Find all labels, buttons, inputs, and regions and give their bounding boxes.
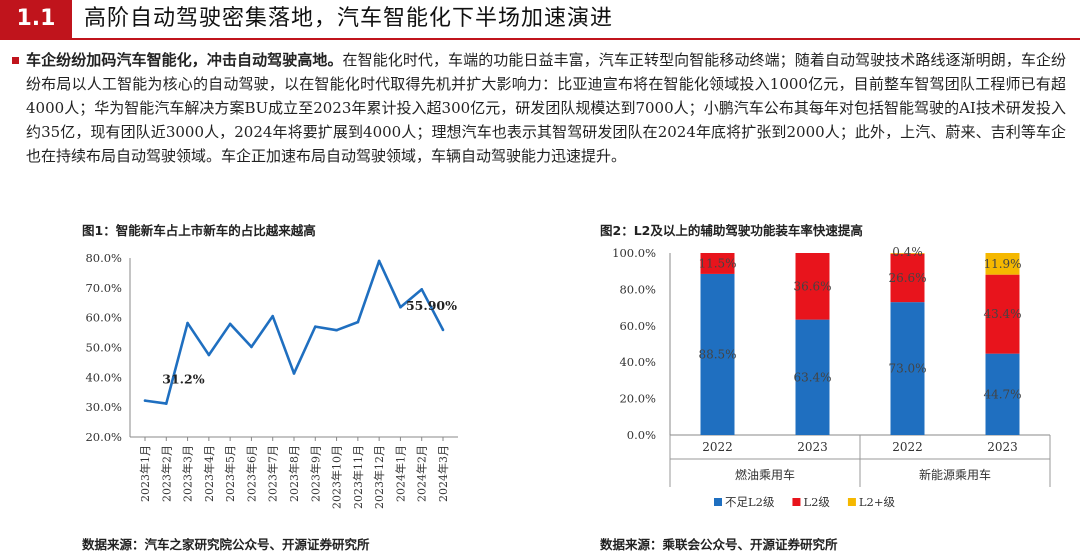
bar-segment [985,274,1020,354]
data-label: 43.4% [983,307,1021,321]
x-tick-label: 2023年9月 [308,445,322,502]
bar-segment [985,253,1020,275]
y-tick-label: 50.0% [85,341,122,355]
data-label: 55.90% [406,298,457,313]
bar-segment [890,302,925,435]
y-tick-label: 40.0% [619,355,656,369]
legend-label: L2级 [803,495,830,509]
y-tick-label: 20.0% [619,392,656,406]
data-point [228,322,232,326]
bar-segment [795,253,830,320]
data-label: 88.5% [698,347,736,361]
data-point [292,372,296,375]
x-tick-label: 2023年5月 [223,445,237,502]
data-label: 26.6% [888,271,926,285]
data-label: 63.4% [793,370,831,384]
x-tick-label: 2024年2月 [415,445,429,502]
x-tick-label: 2023年12月 [372,445,386,509]
data-point [356,320,360,324]
section-header: 1.1 高阶自动驾驶密集落地，汽车智能化下半场加速演进 [0,0,1080,40]
data-point [250,345,253,349]
data-point [164,402,168,405]
figure1-title: 图1：智能新车占上市新车的占比越来越高 [82,223,316,238]
data-point [335,328,338,332]
legend-swatch [792,498,801,506]
x-tick-label: 2023年6月 [244,445,258,502]
x-tick-label: 2023年4月 [202,445,216,502]
data-point [377,259,381,263]
legend-swatch [847,498,856,506]
y-tick-label: 60.0% [619,319,656,333]
y-tick-label: 0.0% [627,428,656,442]
y-tick-label: 80.0% [619,282,656,296]
figure1-source: 数据来源：汽车之家研究院公众号、开源证券研究所 [82,537,370,552]
data-label: 36.6% [793,279,831,293]
paragraph-body: 在智能化时代，车端的功能日益丰富，汽车正转型向智能移动终端；随着自动驾驶技术路线… [26,51,1066,165]
bar-segment [890,253,925,303]
data-label: 73.0% [888,362,926,376]
y-tick-label: 60.0% [85,311,122,325]
data-label: 31.2% [162,372,204,387]
header-divider [0,38,1080,40]
section-number: 1.1 [0,0,72,38]
data-point [313,325,317,328]
legend-label: L2+级 [859,495,896,509]
x-tick-label: 2022 [702,440,733,454]
bar-segment [985,353,1020,435]
data-label: 0.4% [892,245,923,259]
data-point [207,353,211,357]
data-point [271,314,275,318]
x-tick-label: 2024年1月 [393,445,407,502]
data-point [399,305,402,309]
legend-swatch [714,498,722,506]
bar-segment [700,273,735,435]
legend-label: 不足L2级 [725,495,775,509]
x-tick-label: 2023年3月 [181,445,195,502]
y-tick-label: 70.0% [85,281,122,295]
y-tick-label: 20.0% [85,430,122,444]
x-tick-label: 2023年11月 [351,445,365,509]
y-tick-label: 30.0% [85,400,122,414]
x-tick-label: 2023 [797,440,828,454]
bar-segment [795,319,830,435]
data-point [420,288,424,291]
figure2-title: 图2：L2及以上的辅助驾驶功能装车率快速提高 [600,223,863,238]
x-tick-label: 2023年2月 [159,445,173,502]
paragraph-lead: 车企纷纷加码汽车智能化，冲击自动驾驶高地。 [26,51,343,69]
section-title: 高阶自动驾驶密集落地，汽车智能化下半场加速演进 [84,6,614,31]
x-tick-label: 2024年3月 [436,445,450,502]
y-tick-label: 80.0% [85,251,122,265]
data-label: 11.9% [983,257,1021,271]
body-paragraph: 车企纷纷加码汽车智能化，冲击自动驾驶高地。在智能化时代，车端的功能日益丰富，汽车… [26,48,1066,168]
data-label: 11.5% [698,256,736,270]
line-chart: 20.0% 30.0% 40.0% 50.0% 60.0% 70.0% 80.0% 2023年… [85,251,458,509]
x-tick-label: 2023年10月 [330,445,344,509]
bar-segment [700,253,735,274]
y-tick-label: 100.0% [612,246,656,260]
x-tick-label: 2023 [987,440,1018,454]
y-tick-label: 40.0% [85,370,122,384]
x-tick-label: 2023年8月 [287,445,301,502]
x-tick-label: 2023年7月 [266,445,280,502]
bar-segment [890,253,925,254]
x-tick-label: 2023年1月 [138,445,152,502]
data-point [143,399,147,402]
figure2-source: 数据来源：乘联会公众号、开源证券研究所 [600,537,838,552]
data-point [186,321,189,325]
square-bullet-icon [12,57,19,64]
data-label: 44.7% [983,387,1021,401]
group-label: 燃油乘用车 [735,467,795,482]
stacked-bar-chart: 0.0% 20.0% 40.0% 60.0% 80.0% 100.0% 88.5% 11.5%… [612,245,1051,509]
group-label: 新能源乘用车 [919,467,991,482]
data-point [441,328,445,332]
x-tick-label: 2022 [892,440,923,454]
